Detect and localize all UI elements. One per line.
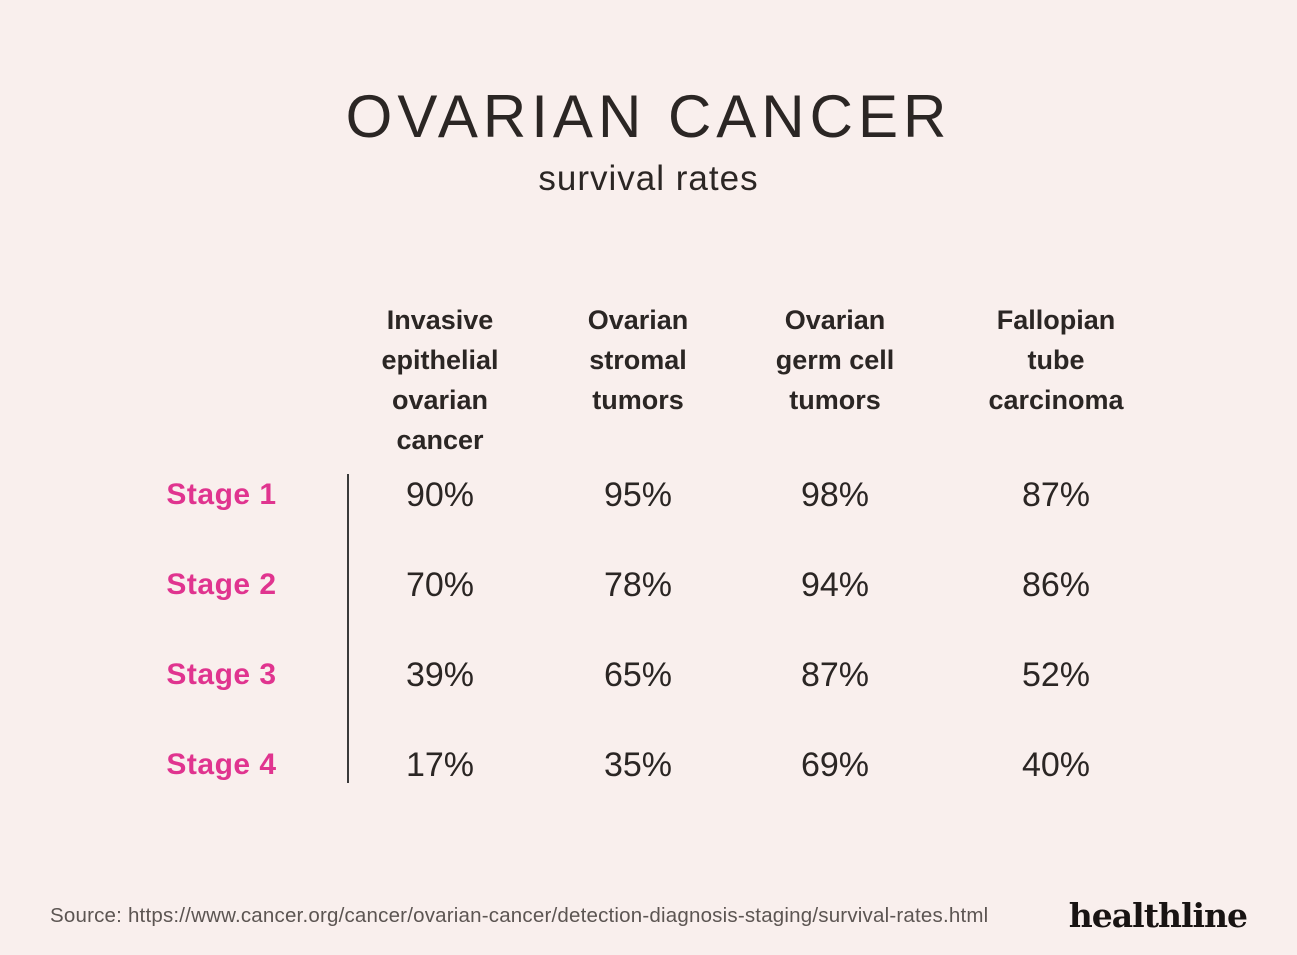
healthline-logo: healthline — [1068, 896, 1248, 935]
row-label-stage-1: Stage 1 — [166, 478, 277, 511]
page-title: OVARIAN CANCER — [345, 83, 952, 150]
table-divider-line — [347, 474, 349, 783]
column-header-invasive-epithelial: Invasive epithelial ovarian cancer — [348, 300, 532, 455]
column-header-label: Ovarian germ cell tumors — [775, 305, 895, 415]
table-cell: 94% — [800, 565, 870, 604]
column-header-ovarian-stromal: Ovarian stromal tumors — [532, 300, 744, 450]
table-cell: 98% — [800, 475, 870, 514]
page-subtitle: survival rates — [538, 159, 759, 198]
table-cell: 65% — [603, 655, 673, 694]
table-cell: 35% — [603, 745, 673, 784]
table-cell: 87% — [1021, 475, 1091, 514]
row-label-stage-3: Stage 3 — [166, 658, 277, 691]
column-header-label: Ovarian stromal tumors — [587, 305, 689, 415]
table-cell: 90% — [405, 475, 475, 514]
table-cell: 40% — [1021, 745, 1091, 784]
column-header-label: Invasive epithelial ovarian cancer — [381, 305, 499, 455]
table-cell: 17% — [405, 745, 475, 784]
survival-rates-table: Invasive epithelial ovarian cancer Ovari… — [95, 300, 1186, 810]
table-cell: 52% — [1021, 655, 1091, 694]
source-citation: Source: https://www.cancer.org/cancer/ov… — [50, 903, 989, 927]
column-header-label: Fallopian tube carcinoma — [988, 305, 1124, 415]
table-cell: 78% — [603, 565, 673, 604]
table-cell: 69% — [800, 745, 870, 784]
table-cell: 86% — [1021, 565, 1091, 604]
column-header-fallopian-tube: Fallopian tube carcinoma — [926, 300, 1186, 450]
table-cell: 87% — [800, 655, 870, 694]
row-label-stage-4: Stage 4 — [166, 748, 277, 781]
table-cell: 39% — [405, 655, 475, 694]
column-header-ovarian-germ-cell: Ovarian germ cell tumors — [744, 300, 926, 450]
corner-cell — [95, 300, 348, 450]
table-cell: 70% — [405, 565, 475, 604]
masthead: OVARIAN CANCER survival rates — [0, 82, 1297, 199]
table-cell: 95% — [603, 475, 673, 514]
row-label-stage-2: Stage 2 — [166, 568, 277, 601]
footer: Source: https://www.cancer.org/cancer/ov… — [50, 896, 1248, 935]
